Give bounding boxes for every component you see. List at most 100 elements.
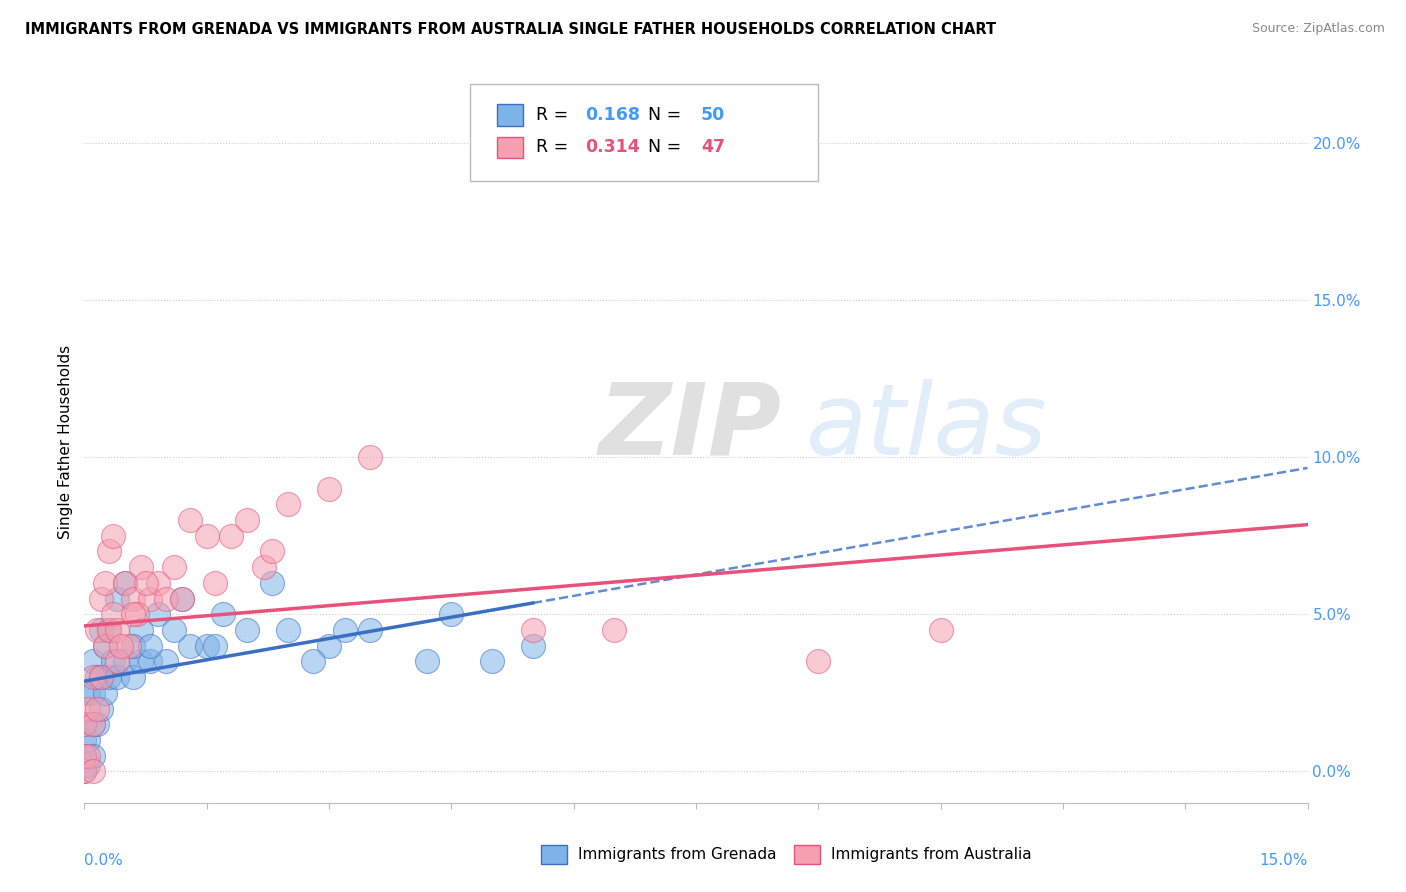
Point	[122, 639, 145, 653]
Point	[195, 639, 218, 653]
Point	[86, 623, 108, 637]
Point	[204, 575, 226, 590]
Point	[440, 607, 463, 622]
Text: 0.168: 0.168	[585, 106, 640, 124]
Point	[77, 733, 100, 747]
Point	[138, 591, 160, 606]
Point	[114, 575, 136, 590]
Point	[122, 591, 145, 606]
Point	[105, 670, 128, 684]
Point	[807, 655, 830, 669]
Point	[97, 623, 120, 637]
Text: IMMIGRANTS FROM GRENADA VS IMMIGRANTS FROM AUSTRALIA SINGLE FATHER HOUSEHOLDS CO: IMMIGRANTS FROM GRENADA VS IMMIGRANTS FR…	[25, 22, 997, 37]
Text: 47: 47	[700, 138, 725, 156]
Point	[90, 670, 112, 684]
Point	[155, 591, 177, 606]
Point	[131, 560, 153, 574]
FancyBboxPatch shape	[470, 84, 818, 181]
Point	[146, 607, 169, 622]
Point	[110, 639, 132, 653]
Point	[277, 623, 299, 637]
Point	[73, 748, 96, 763]
Text: Immigrants from Grenada: Immigrants from Grenada	[578, 847, 776, 862]
Point	[179, 639, 201, 653]
Point	[114, 575, 136, 590]
Point	[101, 529, 124, 543]
Point	[131, 655, 153, 669]
Point	[172, 591, 194, 606]
Point	[97, 544, 120, 558]
Point	[195, 529, 218, 543]
Point	[416, 655, 439, 669]
Point	[101, 655, 124, 669]
Point	[82, 670, 104, 684]
Point	[131, 623, 153, 637]
FancyBboxPatch shape	[496, 104, 523, 126]
Y-axis label: Single Father Households: Single Father Households	[58, 344, 73, 539]
Point	[97, 670, 120, 684]
Point	[86, 717, 108, 731]
Point	[86, 701, 108, 715]
Point	[163, 560, 186, 574]
Text: Source: ZipAtlas.com: Source: ZipAtlas.com	[1251, 22, 1385, 36]
Point	[929, 623, 952, 637]
FancyBboxPatch shape	[541, 845, 567, 864]
Point	[135, 575, 157, 590]
Text: ZIP: ZIP	[598, 378, 782, 475]
Point	[73, 717, 96, 731]
Point	[146, 575, 169, 590]
Point	[204, 639, 226, 653]
Point	[93, 686, 115, 700]
Point	[236, 623, 259, 637]
Point	[481, 655, 503, 669]
Point	[73, 733, 96, 747]
Point	[301, 655, 323, 669]
Point	[236, 513, 259, 527]
Point	[73, 764, 96, 779]
Text: 0.0%: 0.0%	[84, 854, 124, 869]
Point	[93, 639, 115, 653]
Point	[82, 717, 104, 731]
Point	[179, 513, 201, 527]
Text: N =: N =	[648, 106, 688, 124]
Point	[138, 655, 160, 669]
Point	[82, 717, 104, 731]
Point	[138, 639, 160, 653]
Point	[86, 670, 108, 684]
Point	[73, 764, 96, 779]
Text: atlas: atlas	[806, 378, 1047, 475]
Text: 0.314: 0.314	[585, 138, 640, 156]
Point	[522, 623, 544, 637]
Point	[172, 591, 194, 606]
Point	[359, 450, 381, 465]
Point	[122, 607, 145, 622]
Point	[114, 655, 136, 669]
Text: 15.0%: 15.0%	[1260, 854, 1308, 869]
Point	[155, 655, 177, 669]
Point	[163, 623, 186, 637]
Text: 50: 50	[700, 106, 725, 124]
Point	[260, 575, 283, 590]
Point	[127, 607, 149, 622]
Point	[105, 623, 128, 637]
Point	[82, 686, 104, 700]
Point	[93, 639, 115, 653]
Point	[335, 623, 357, 637]
Point	[253, 560, 276, 574]
Point	[105, 591, 128, 606]
Text: Immigrants from Australia: Immigrants from Australia	[831, 847, 1032, 862]
Point	[90, 623, 112, 637]
Text: N =: N =	[648, 138, 688, 156]
Point	[93, 575, 115, 590]
Point	[122, 670, 145, 684]
Point	[359, 623, 381, 637]
Point	[260, 544, 283, 558]
Point	[318, 482, 340, 496]
Point	[90, 591, 112, 606]
Point	[318, 639, 340, 653]
Text: R =: R =	[536, 138, 574, 156]
Point	[77, 758, 100, 772]
FancyBboxPatch shape	[794, 845, 820, 864]
Point	[603, 623, 626, 637]
FancyBboxPatch shape	[496, 136, 523, 158]
